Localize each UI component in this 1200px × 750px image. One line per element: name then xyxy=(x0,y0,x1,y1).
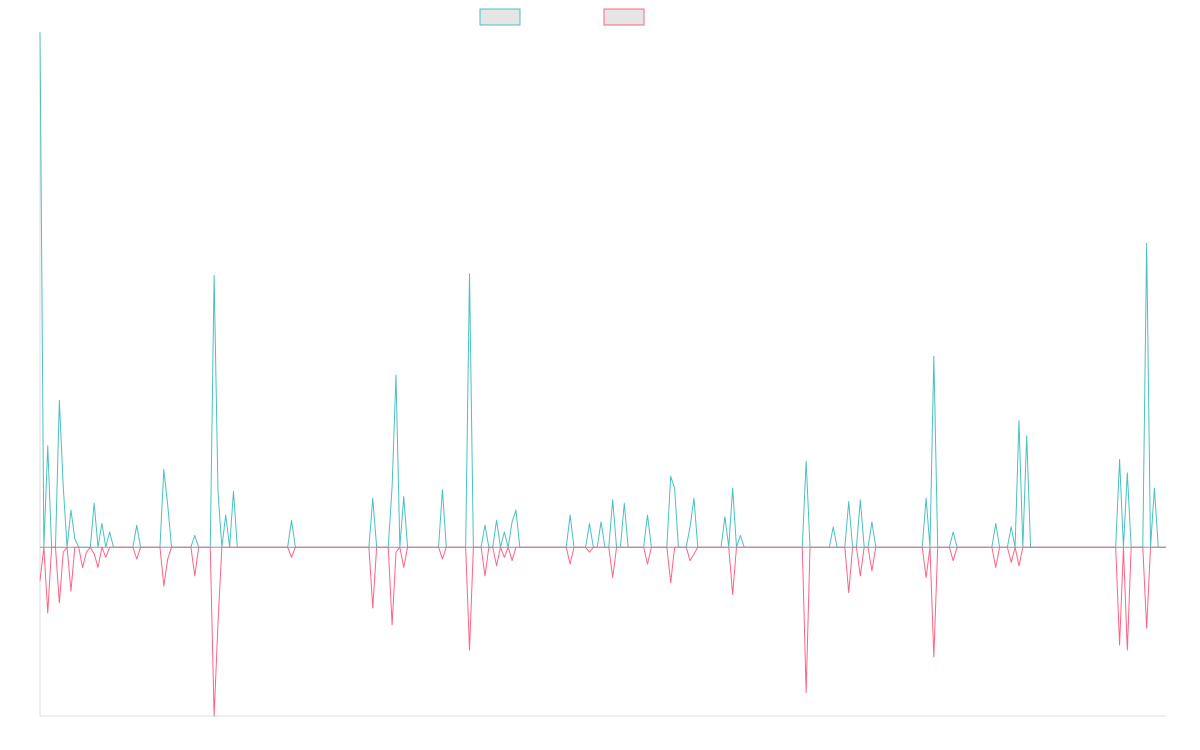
axes xyxy=(39,34,1166,717)
series-layer xyxy=(39,32,1166,717)
legend xyxy=(479,8,645,26)
legend-swatch-series-2[interactable] xyxy=(603,8,645,26)
series-line-1[interactable] xyxy=(39,32,1166,548)
legend-swatch-series-1[interactable] xyxy=(479,8,521,26)
series-line-2[interactable] xyxy=(39,546,1166,717)
